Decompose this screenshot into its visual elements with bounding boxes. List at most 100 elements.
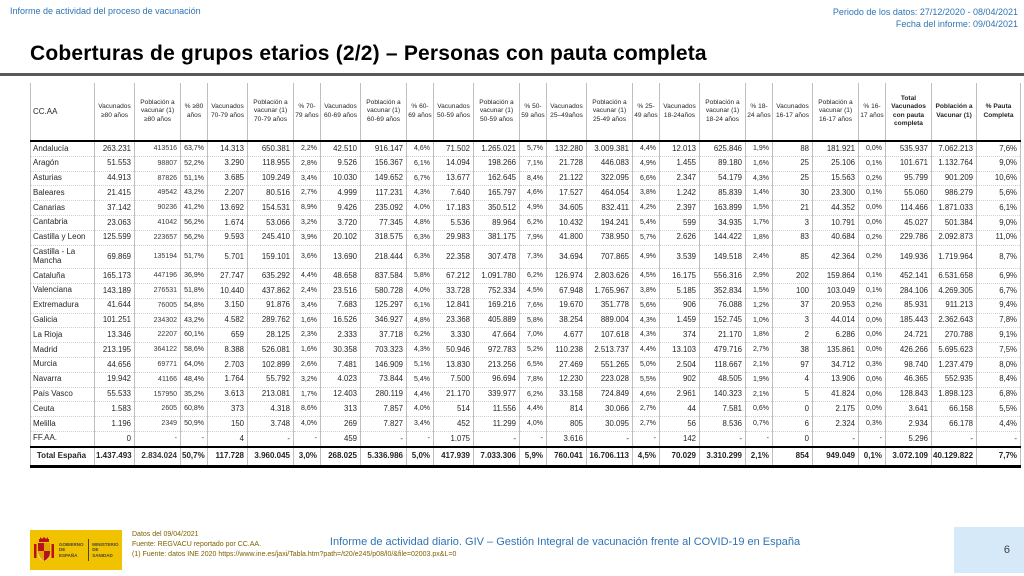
data-cell: 77.345	[360, 214, 407, 231]
data-cell: 2.397	[659, 200, 700, 216]
data-cell: 1,9%	[745, 141, 773, 157]
data-cell: 3,8%	[632, 185, 660, 201]
data-cell: 1.455	[659, 155, 700, 172]
data-cell: 0,3%	[858, 356, 886, 373]
data-cell: 7,6%	[976, 141, 1021, 157]
data-cell: 8,4%	[519, 170, 547, 186]
data-cell: 3.330	[433, 327, 474, 343]
data-cell: 118.667	[699, 356, 746, 373]
region-name: Baleares	[30, 185, 95, 201]
data-cell: 4,3%	[632, 312, 660, 328]
data-cell: 0,0%	[858, 200, 886, 216]
data-cell: 38	[772, 342, 813, 358]
data-cell: -	[858, 430, 886, 447]
data-cell: 44.913	[94, 170, 135, 186]
data-cell: 2,4%	[745, 244, 773, 269]
data-cell: 526.081	[247, 342, 294, 358]
table-row: La Rioja 13.346 22207 60,1% 659 28.125 2,3% 2.3…	[30, 327, 1021, 343]
data-cell: 83	[772, 229, 813, 246]
data-cell: 142	[659, 430, 700, 447]
data-cell: 30.095	[586, 416, 633, 432]
data-cell: 69.869	[94, 244, 135, 269]
data-cell: 23.063	[94, 214, 135, 231]
data-cell: 27.747	[207, 268, 248, 284]
data-cell: -	[293, 430, 321, 447]
data-cell: 76.088	[699, 297, 746, 314]
data-cell: 109.249	[247, 170, 294, 186]
data-cell: 9.526	[320, 155, 361, 172]
data-cell: 9,0%	[976, 155, 1021, 172]
data-cell: 514	[433, 401, 474, 417]
data-cell: 16.526	[320, 312, 361, 328]
data-cell: 263.231	[94, 141, 135, 157]
data-cell: 6.531.658	[931, 268, 977, 284]
data-cell: 2.626	[659, 229, 700, 246]
data-cell: 2,9%	[745, 268, 773, 284]
data-cell: 58,6%	[180, 342, 208, 358]
data-cell: 60,8%	[180, 401, 208, 417]
data-cell: 218.444	[360, 244, 407, 269]
top-bar: Informe de actividad del proceso de vacu…	[10, 6, 1018, 30]
data-cell: 33.158	[546, 386, 587, 402]
data-cell: 4,0%	[519, 416, 547, 432]
footer: GOBIERNO DE ESPAÑA MINISTERIO DE SANIDAD…	[0, 524, 1024, 576]
data-cell: 1,4%	[745, 185, 773, 201]
region-name: Andalucía	[30, 141, 95, 157]
data-cell: 24.721	[885, 327, 932, 343]
data-cell: 2.703	[207, 356, 248, 373]
data-cell: 0,0%	[858, 371, 886, 388]
region-name: Navarra	[30, 371, 95, 388]
data-cell: 135.861	[812, 342, 859, 358]
data-cell: 280.119	[360, 386, 407, 402]
data-cell: 0,0%	[858, 312, 886, 328]
data-cell: 405.889	[473, 312, 520, 328]
data-cell: 0	[772, 430, 813, 447]
data-cell: 2	[772, 327, 813, 343]
data-cell: 4,6%	[519, 185, 547, 201]
data-cell: 20.102	[320, 229, 361, 246]
data-cell: 7,6%	[519, 297, 547, 314]
coverage-table-wrapper: CC.AA Vacunados ≥80 años Población a vacun…	[30, 83, 1021, 468]
data-cell: 350.512	[473, 200, 520, 216]
column-header: Población a vacunar (1) 16-17 años	[812, 83, 859, 142]
data-cell: 13.690	[320, 244, 361, 269]
data-cell: 3.685	[207, 170, 248, 186]
data-cell: 3	[772, 214, 813, 231]
data-cell: 552.935	[931, 371, 977, 388]
data-cell: 1,5%	[745, 200, 773, 216]
data-cell: 10.030	[320, 170, 361, 186]
report-subtitle: Informe de actividad del proceso de vacu…	[10, 6, 201, 16]
data-cell: 364122	[134, 342, 181, 358]
data-cell: 6,2%	[519, 386, 547, 402]
data-cell: 52,2%	[180, 155, 208, 172]
data-cell: 1.765.967	[586, 282, 633, 299]
data-cell: 41166	[134, 371, 181, 388]
region-name: Total España	[30, 445, 95, 468]
data-cell: -	[745, 430, 773, 447]
data-cell: 163.899	[699, 200, 746, 216]
data-cell: 35,2%	[180, 386, 208, 402]
column-header: % 16-17 años	[858, 83, 886, 142]
region-name: Castilla - La Mancha	[30, 244, 95, 269]
data-cell: 6,7%	[976, 282, 1021, 299]
data-cell: 100	[772, 282, 813, 299]
region-name: Extremadura	[30, 297, 95, 314]
data-cell: 107.618	[586, 327, 633, 343]
data-cell: 55.060	[885, 185, 932, 201]
data-cell: 20.953	[812, 297, 859, 314]
column-header: % Pauta Completa	[976, 83, 1021, 142]
data-cell: 51,8%	[180, 282, 208, 299]
table-row: Andalucía 263.231 413516 63,7% 14.313 650.381…	[30, 141, 1021, 157]
data-cell: 8,9%	[293, 200, 321, 216]
data-cell: 1,6%	[293, 342, 321, 358]
data-cell: -	[586, 430, 633, 447]
data-cell: 276531	[134, 282, 181, 299]
data-cell: 8,0%	[976, 356, 1021, 373]
data-cell: 21.170	[433, 386, 474, 402]
data-cell: 1.764	[207, 371, 248, 388]
data-cell: 48.658	[320, 268, 361, 284]
data-cell: 101.251	[94, 312, 135, 328]
data-cell: 4,3%	[745, 170, 773, 186]
data-cell: 16.175	[659, 268, 700, 284]
data-cell: 7,0%	[519, 327, 547, 343]
